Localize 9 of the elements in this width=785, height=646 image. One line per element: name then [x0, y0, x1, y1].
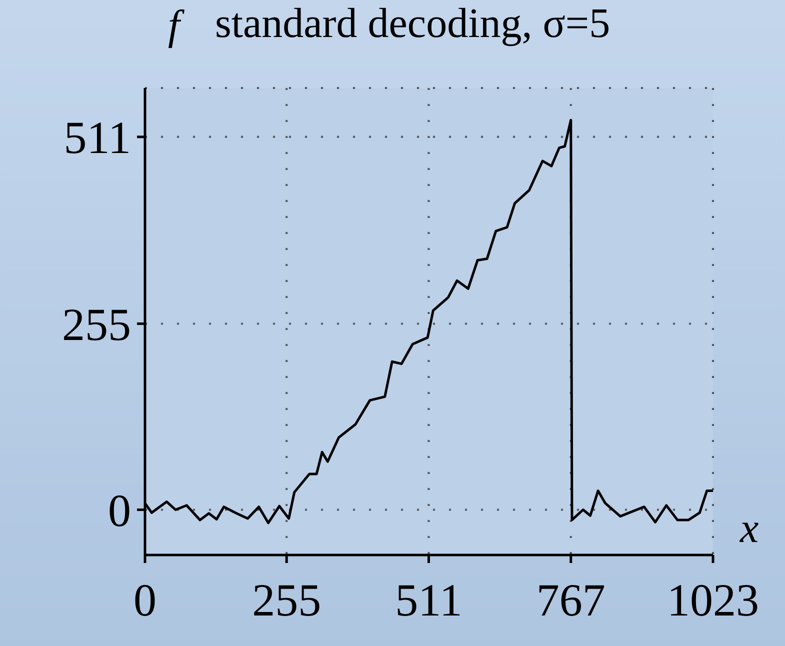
- x-tick-label: 511: [395, 574, 462, 626]
- chart-title: standard decoding, σ=5: [215, 0, 610, 48]
- x-tick-label: 255: [252, 574, 322, 626]
- x-tick-label: 767: [536, 574, 606, 626]
- y-tick-label: 511: [64, 112, 131, 164]
- y-tick-label: 0: [108, 485, 131, 536]
- x-tick-label: 1023: [667, 574, 759, 626]
- x-axis-title: x: [740, 505, 759, 553]
- y-tick-label: 255: [62, 299, 131, 350]
